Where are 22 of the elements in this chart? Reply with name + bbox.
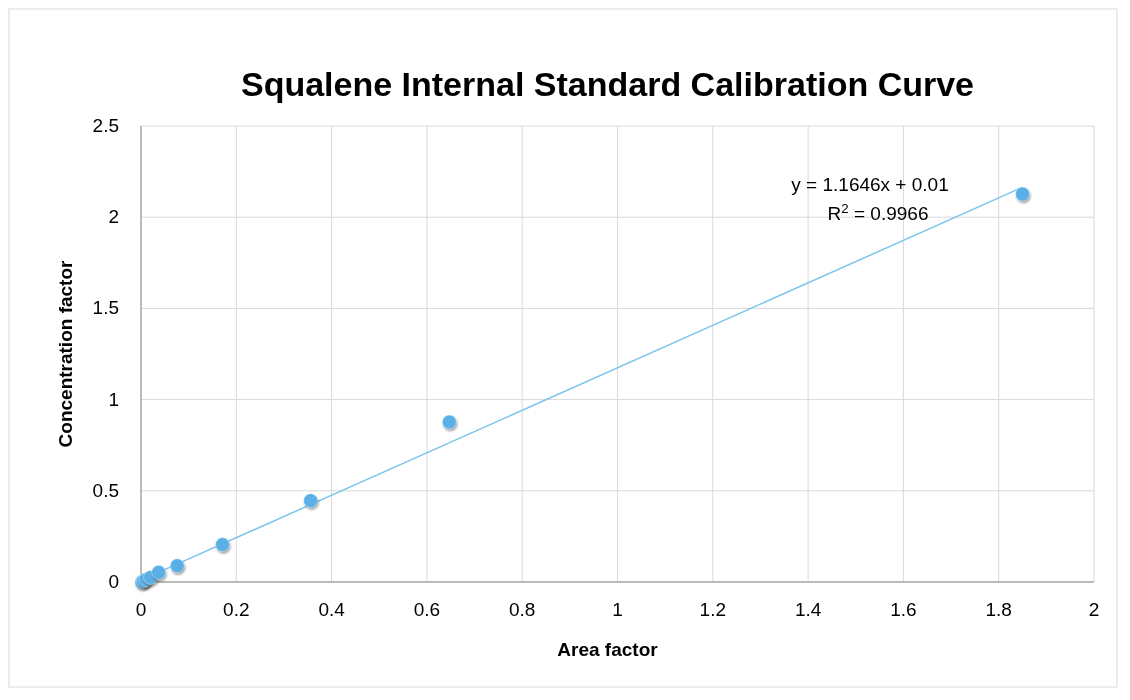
chart-title: Squalene Internal Standard Calibration Curve — [240, 65, 975, 103]
x-tick-label: 1.4 — [794, 599, 822, 620]
y-tick-label: 1 — [108, 388, 119, 410]
y-tick-label: 1.5 — [92, 297, 119, 319]
y-tick-label: 2 — [108, 206, 119, 228]
annotation: y = 1.1646x + 0.01 — [791, 174, 949, 196]
x-tick-label: 0.4 — [318, 599, 346, 620]
y-axis-title: Concentration factor — [55, 259, 76, 448]
y-tick-label: 0 — [108, 571, 119, 592]
x-tick-label: 0.8 — [508, 599, 536, 620]
x-tick-label: 0.2 — [223, 599, 250, 620]
y-tick-label: 0.5 — [92, 479, 119, 501]
y-tick-label: 2.5 — [92, 115, 119, 136]
x-axis-title: Area factor — [557, 639, 659, 660]
x-tick-label: 0 — [135, 599, 147, 620]
x-tick-label: 0.6 — [413, 599, 441, 620]
x-tick-label: 1 — [612, 599, 623, 620]
x-tick-label: 1.2 — [699, 599, 727, 620]
x-tick-label: 2 — [1088, 599, 1100, 620]
x-tick-label: 1.8 — [985, 599, 1012, 620]
annotation: R$^{2}$ = 0.9966 — [827, 200, 929, 225]
x-tick-label: 1.6 — [890, 599, 917, 620]
